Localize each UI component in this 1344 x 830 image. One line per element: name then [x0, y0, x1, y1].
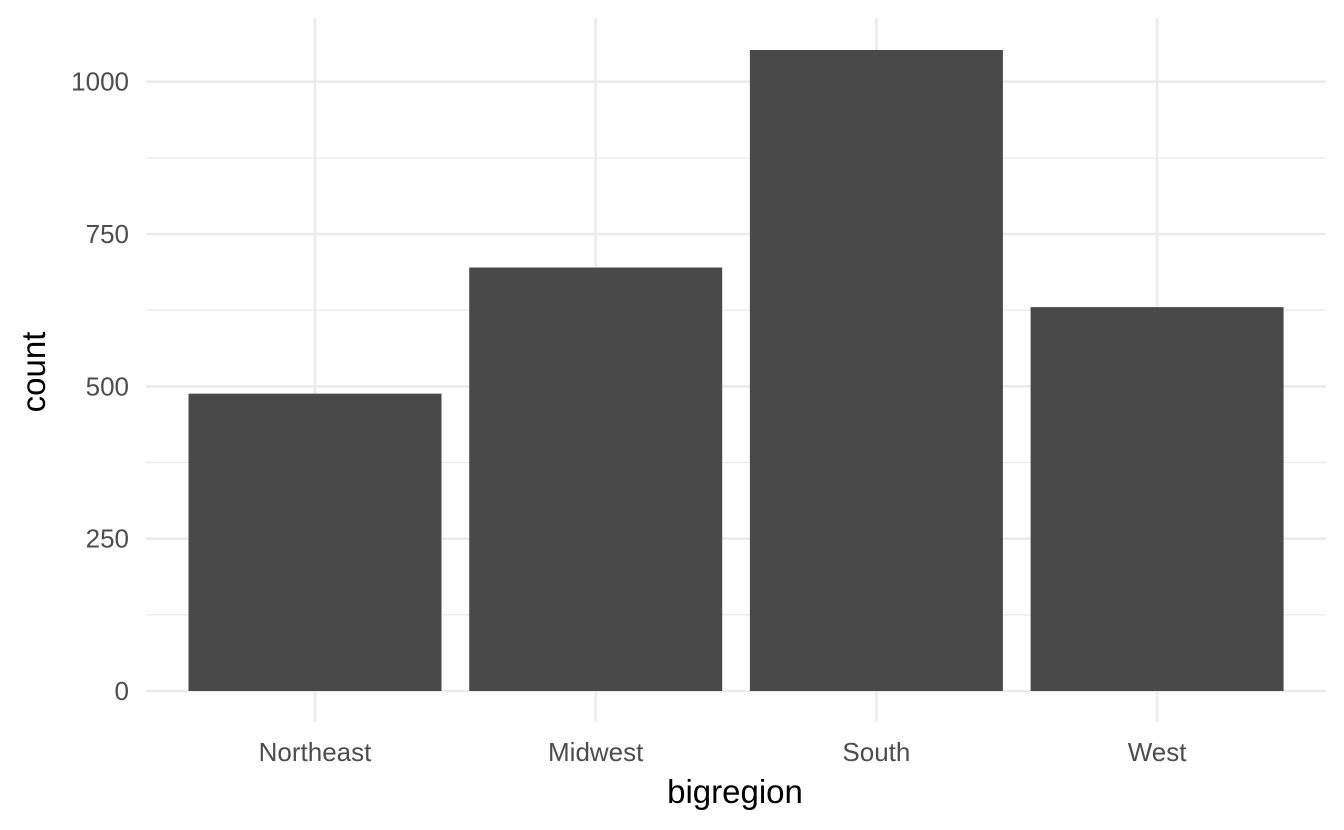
bar-west [1030, 307, 1284, 691]
bar-south [749, 50, 1003, 691]
y-tick-label: 0 [115, 676, 129, 706]
x-axis-title: bigregion [667, 773, 803, 810]
x-axis-tick-labels: Northeast Midwest South West [259, 737, 1188, 767]
x-tick-label: West [1128, 737, 1188, 767]
y-tick-label: 500 [86, 371, 129, 401]
x-tick-label: Midwest [548, 737, 644, 767]
x-tick-label: Northeast [259, 737, 372, 767]
bars [188, 50, 1284, 691]
y-axis-title: count [15, 332, 52, 413]
bar-northeast [188, 393, 442, 691]
x-tick-label: South [842, 737, 910, 767]
y-tick-label: 750 [86, 219, 129, 249]
y-tick-label: 1000 [71, 67, 129, 97]
y-axis-tick-labels: 0 250 500 750 1000 [71, 67, 129, 706]
y-tick-label: 250 [86, 524, 129, 554]
bar-midwest [469, 267, 723, 691]
